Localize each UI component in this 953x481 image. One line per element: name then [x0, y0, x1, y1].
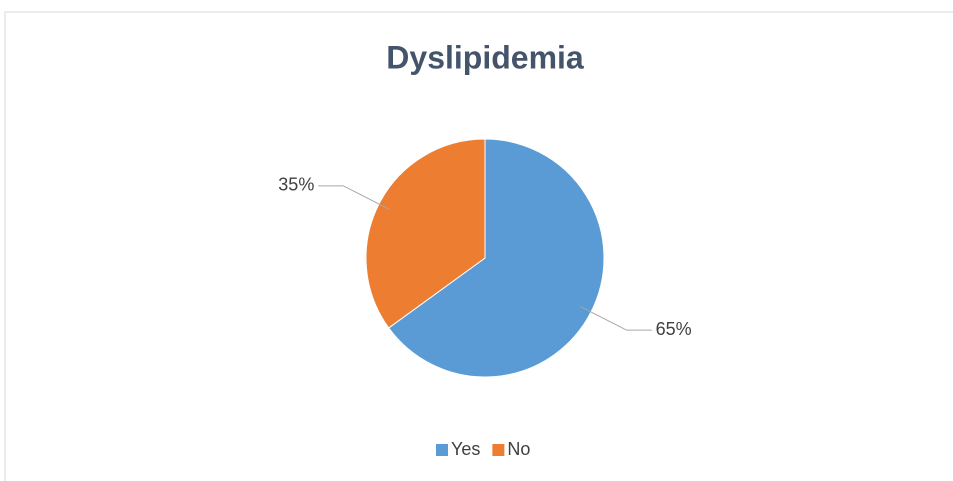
- leader-line: [318, 185, 390, 210]
- leader-line: [580, 306, 652, 331]
- data-label: 35%: [278, 175, 314, 195]
- legend-swatch: [436, 444, 448, 456]
- data-label: 65%: [656, 319, 692, 339]
- legend-label: Yes: [451, 439, 480, 459]
- legend-swatch: [492, 444, 505, 456]
- legend-label: No: [507, 439, 530, 459]
- chart-title: Dyslipidemia: [386, 39, 584, 75]
